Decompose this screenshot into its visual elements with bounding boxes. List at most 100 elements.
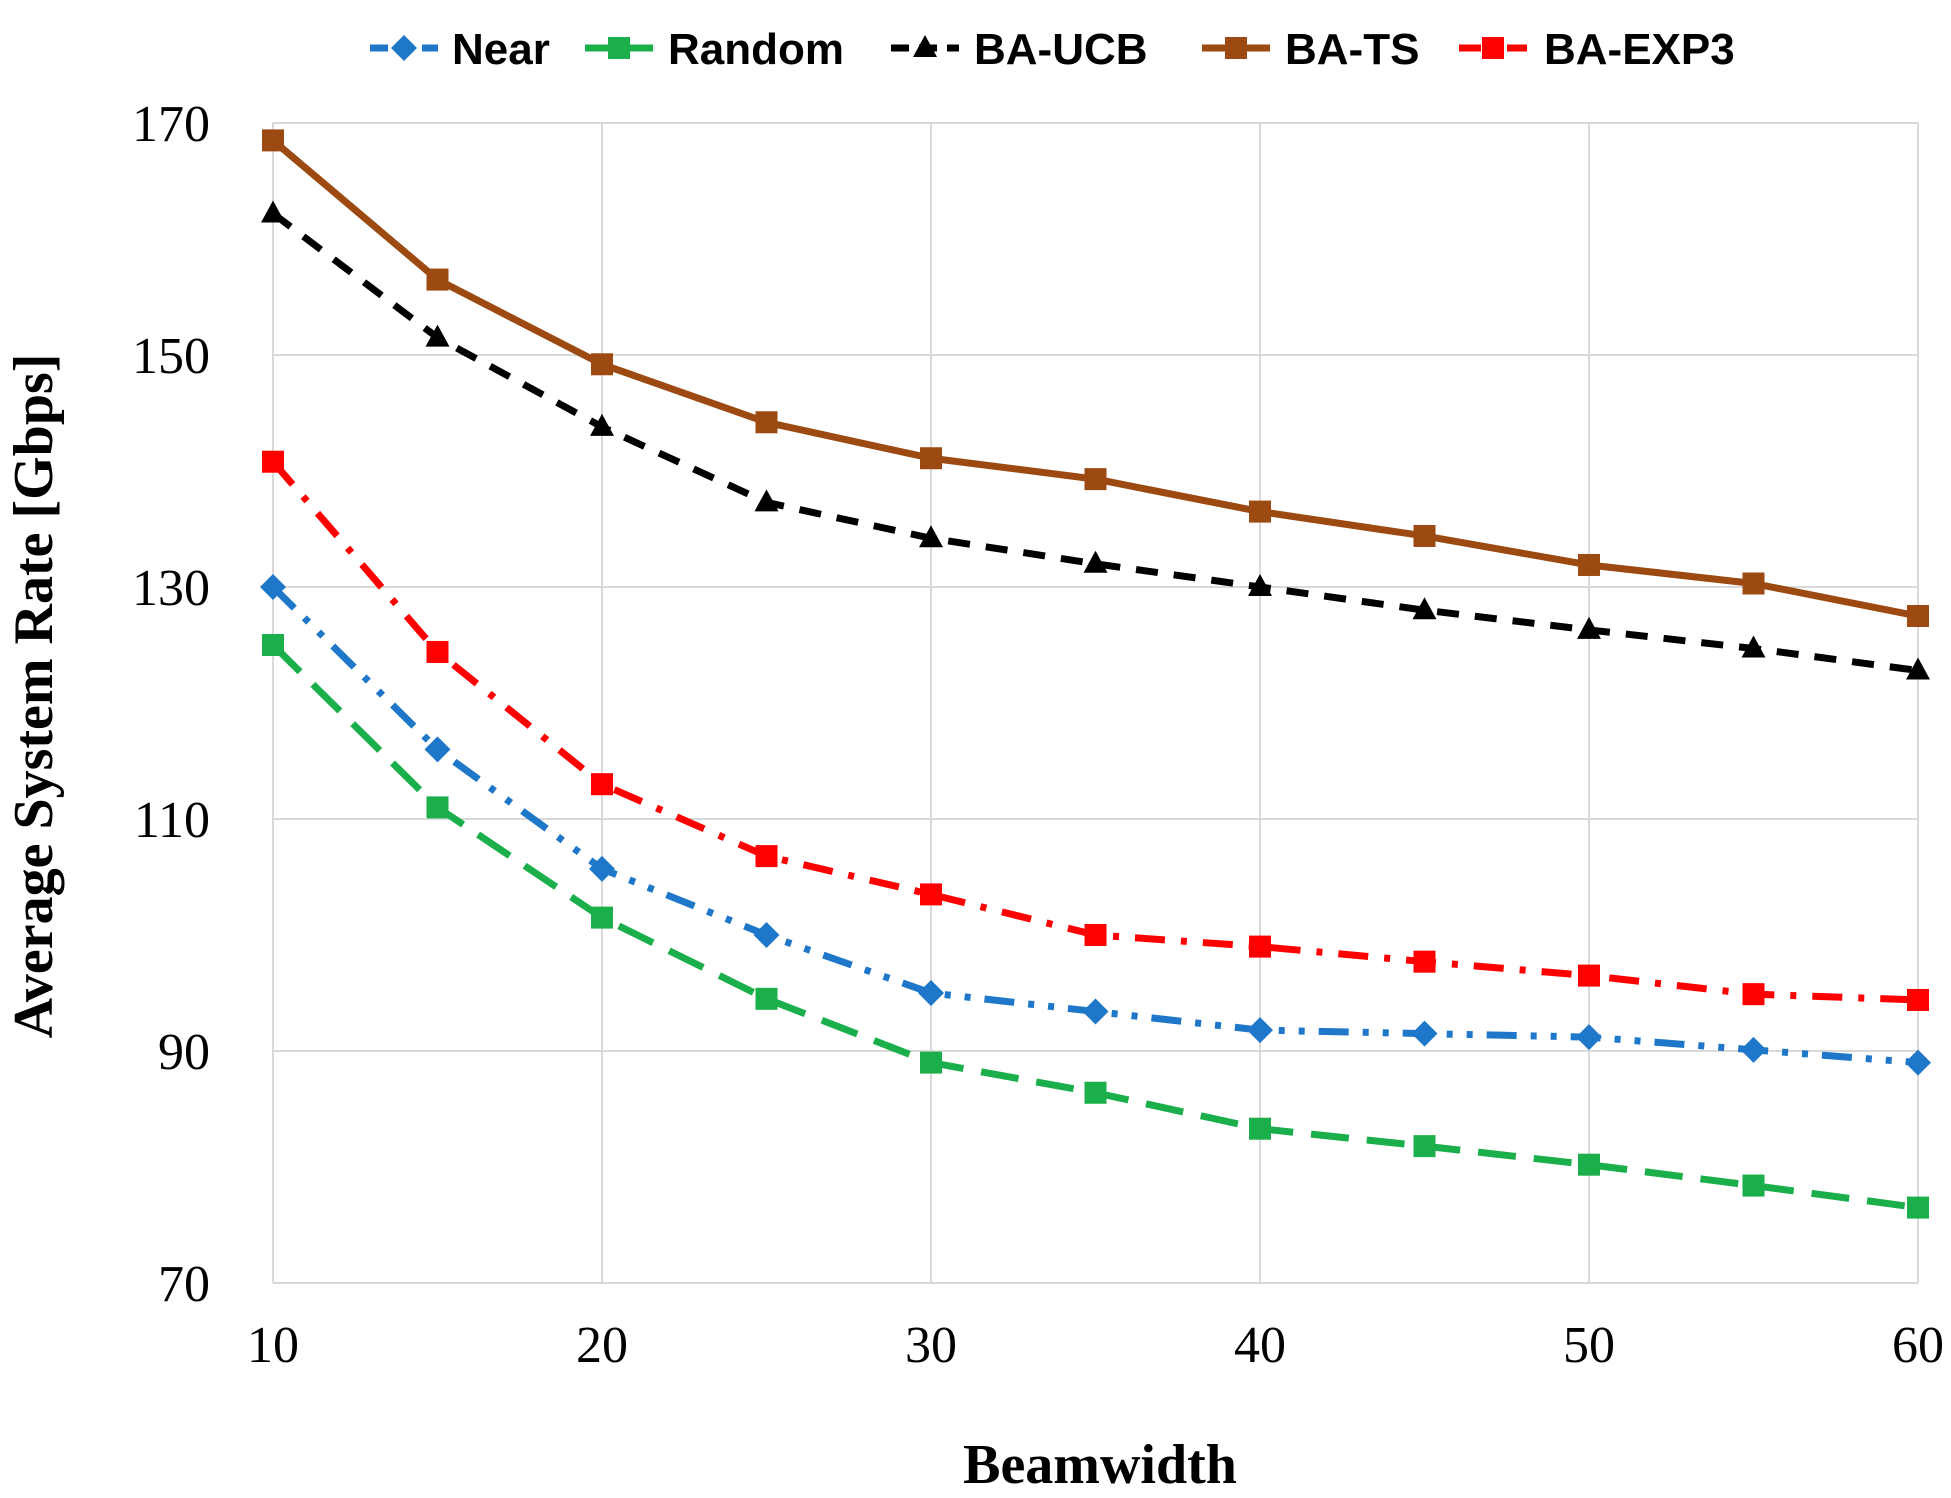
ba-ucb-marker	[1577, 616, 1601, 639]
random-marker	[1084, 1081, 1107, 1104]
near-marker	[918, 980, 944, 1006]
ba-exp3-marker	[1413, 950, 1436, 973]
near-marker	[1905, 1049, 1931, 1076]
ba-exp3-marker	[920, 883, 942, 906]
legend-label-ba-exp3: BA-EXP3	[1544, 25, 1735, 74]
ba-ts-marker	[1742, 572, 1765, 595]
y-tick-label: 70	[158, 1256, 210, 1313]
near-marker	[753, 922, 780, 948]
near-marker	[424, 736, 451, 763]
ba-ts-marker	[262, 129, 284, 152]
near-marker	[589, 855, 615, 882]
near-marker	[1082, 998, 1109, 1025]
ba-exp3-line	[270, 459, 1919, 1004]
x-tick-label: 40	[1234, 1317, 1286, 1374]
x-tick-label: 10	[247, 1317, 299, 1374]
x-tick-label: 60	[1892, 1317, 1944, 1374]
ba-ucb-marker	[919, 525, 943, 548]
legend-label-ba-ts: BA-TS	[1285, 25, 1419, 74]
random-marker	[920, 1051, 942, 1074]
ba-ts-marker	[1907, 605, 1929, 627]
grid-layer	[272, 122, 1919, 1284]
ba-ucb-marker	[1741, 635, 1766, 658]
legend-label-near: Near	[452, 25, 550, 74]
x-tick-label: 50	[1563, 1317, 1615, 1374]
legend-near-marker	[391, 35, 417, 61]
ba-exp3-marker	[1249, 935, 1271, 958]
legend-item-ba-ts: BA-TS	[1202, 25, 1419, 74]
random-marker	[1578, 1153, 1600, 1176]
y-tick-label: 110	[134, 792, 210, 849]
legend-label-ba-ucb: BA-UCB	[974, 25, 1148, 74]
y-tick-label: 90	[158, 1024, 210, 1081]
series-ba-exp3	[262, 450, 1929, 1011]
near-marker	[1740, 1036, 1767, 1063]
ba-exp3-marker	[1578, 964, 1600, 987]
ba-ucb-marker	[590, 413, 614, 436]
x-tick-label: 30	[905, 1317, 957, 1374]
ba-ts-marker	[1249, 500, 1271, 523]
near-marker	[260, 574, 286, 600]
ba-ts-marker	[426, 268, 449, 291]
series-ba-ucb	[261, 200, 1930, 680]
ba-ts-marker	[1413, 524, 1436, 547]
random-marker	[1249, 1117, 1271, 1140]
random-marker	[1413, 1135, 1436, 1158]
ba-ts-marker	[1578, 553, 1600, 576]
ba-exp3-marker	[755, 845, 778, 868]
series-random	[262, 634, 1929, 1219]
ba-ts-marker	[920, 447, 942, 470]
series-ba-ts	[262, 129, 1929, 627]
series-near	[260, 574, 1931, 1076]
legend-item-near: Near	[370, 25, 550, 74]
near-marker	[1576, 1024, 1602, 1051]
ba-ucb-marker	[1083, 550, 1108, 573]
random-marker	[1742, 1174, 1765, 1197]
y-tick-label: 170	[132, 96, 210, 153]
ba-ts-line	[270, 137, 1919, 620]
legend-item-ba-exp3: BA-EXP3	[1459, 25, 1735, 74]
ba-exp3-marker	[1084, 924, 1107, 946]
random-marker	[755, 987, 778, 1010]
legend-ba-ts-marker	[1225, 37, 1247, 59]
ba-exp3-marker	[262, 450, 284, 473]
legend-label-random: Random	[668, 25, 844, 74]
ba-exp3-marker	[426, 640, 449, 663]
tick-labels: 70 90 110 130 150 170 10 20 30 40 50 60	[132, 96, 1944, 1374]
ba-ts-marker	[591, 353, 613, 376]
ba-ucb-line	[270, 210, 1919, 674]
legend-ba-ucb-marker	[913, 35, 937, 57]
axis-frame	[272, 123, 1918, 1284]
legend-ba-exp3-marker	[1482, 37, 1504, 59]
near-marker	[1247, 1017, 1273, 1044]
ba-exp3-marker	[1742, 983, 1765, 1006]
legend-item-ba-ucb: BA-UCB	[891, 25, 1148, 74]
y-tick-label: 130	[132, 560, 210, 617]
legend: Near Random BA-UCB BA-TS BA-EXP3	[370, 25, 1735, 74]
legend-item-random: Random	[585, 25, 844, 74]
ba-ts-marker	[1084, 468, 1107, 491]
ba-ucb-marker	[261, 200, 285, 223]
ba-exp3-marker	[591, 773, 613, 796]
legend-random-marker	[608, 37, 630, 59]
y-axis-title: Average System Rate [Gbps]	[3, 354, 65, 1039]
ba-exp3-marker	[1907, 988, 1929, 1011]
ba-ucb-marker	[1906, 657, 1930, 680]
near-marker	[1411, 1020, 1438, 1047]
ba-ts-marker	[755, 411, 778, 434]
near-line	[270, 584, 1919, 1067]
ba-ucb-marker	[425, 324, 450, 347]
random-marker	[426, 796, 449, 819]
ba-ucb-marker	[754, 489, 779, 512]
random-marker	[1907, 1196, 1929, 1219]
x-axis-title: Beamwidth	[963, 1434, 1237, 1496]
series-layer	[260, 129, 1931, 1219]
y-tick-label: 150	[132, 328, 210, 385]
random-marker	[262, 634, 284, 656]
ba-ucb-marker	[1412, 597, 1437, 620]
random-marker	[591, 906, 613, 929]
x-tick-label: 20	[576, 1317, 628, 1374]
ba-ucb-marker	[1248, 574, 1272, 596]
